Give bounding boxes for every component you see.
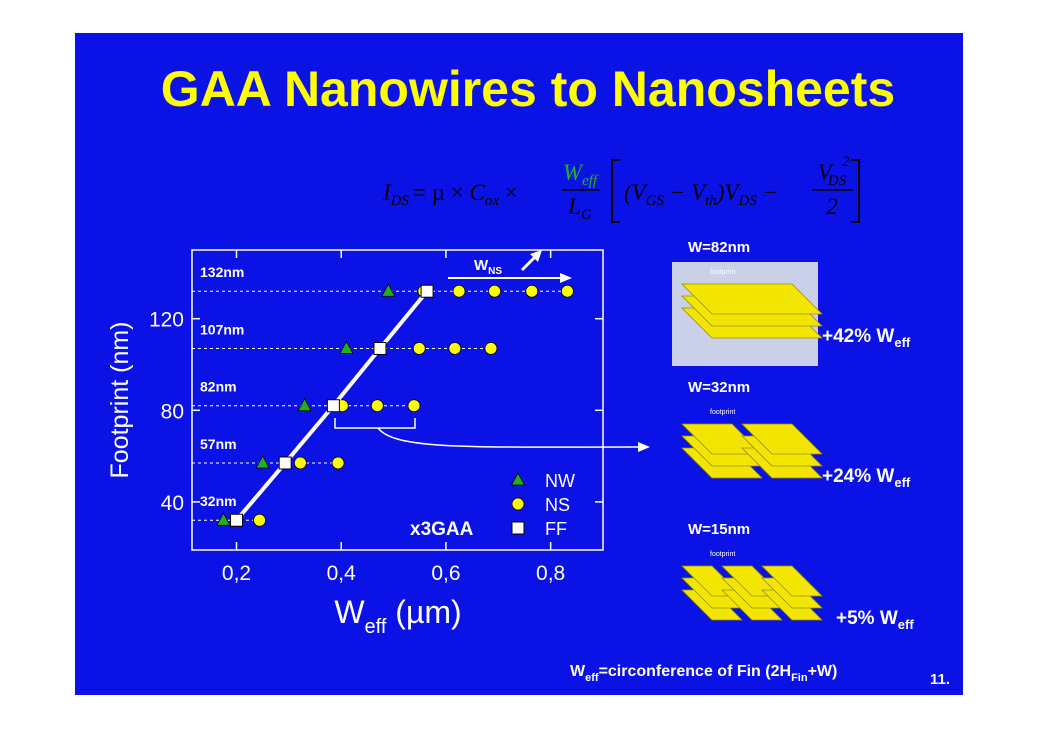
arrow-label: WNS bbox=[474, 257, 502, 277]
marker bbox=[412, 342, 426, 355]
panel-label: W=15nm bbox=[688, 521, 750, 538]
eq-numerator: Weff bbox=[563, 160, 599, 189]
row-label: 57nm bbox=[200, 436, 237, 452]
page-number: 11. bbox=[930, 671, 950, 688]
marker bbox=[216, 512, 231, 526]
sheet bbox=[761, 565, 823, 597]
marker bbox=[448, 342, 462, 355]
row-label: 82nm bbox=[200, 379, 237, 395]
title: GAA Nanowires to Nanosheets bbox=[161, 61, 895, 117]
marker bbox=[560, 284, 574, 298]
legend-marker bbox=[510, 472, 526, 486]
marker bbox=[293, 456, 307, 470]
marker bbox=[370, 399, 384, 413]
y-tick-label: 120 bbox=[149, 309, 184, 332]
note: x3GAA bbox=[410, 519, 474, 540]
footprint-label: footprint bbox=[710, 551, 735, 558]
gain-label: +24% Weff bbox=[822, 466, 911, 490]
row-label: 32nm bbox=[200, 493, 237, 509]
gain-text: +24% W bbox=[822, 466, 894, 487]
legend-label: FF bbox=[545, 519, 567, 539]
marker bbox=[326, 399, 340, 413]
eq-superscript: 2 bbox=[842, 154, 850, 170]
marker bbox=[488, 284, 502, 298]
gain-text: +5% W bbox=[836, 608, 898, 629]
legend-label: NW bbox=[545, 471, 575, 491]
marker bbox=[331, 456, 345, 470]
marker bbox=[255, 455, 270, 469]
plot-frame bbox=[191, 249, 604, 551]
footprint-label: footprint bbox=[710, 269, 735, 276]
arrow-head bbox=[638, 442, 650, 452]
eq-part: (VGS − Vth)VDS − bbox=[624, 180, 778, 209]
x-tick-label: 0,2 bbox=[222, 562, 251, 585]
y-tick-label: 40 bbox=[161, 492, 184, 515]
x-tick-label: 0,6 bbox=[431, 562, 460, 585]
arrow bbox=[520, 254, 538, 272]
gain-sub: eff bbox=[894, 475, 911, 490]
eq-numerator: VDS bbox=[818, 160, 847, 189]
gain-text: +42% W bbox=[822, 326, 894, 347]
marker bbox=[297, 397, 312, 412]
panel-label: W=32nm bbox=[688, 379, 750, 396]
x-tick-label: 0,8 bbox=[536, 562, 565, 585]
legend-label: NS bbox=[545, 495, 570, 515]
eq-part: IDS = µ × Cox × bbox=[382, 180, 518, 209]
marker bbox=[381, 283, 396, 297]
marker bbox=[253, 513, 266, 527]
x-tick-label: 0,4 bbox=[327, 562, 357, 585]
bracket bbox=[851, 159, 860, 223]
marker bbox=[452, 284, 466, 298]
marker bbox=[407, 399, 421, 413]
marker bbox=[278, 456, 292, 470]
legend-marker bbox=[511, 497, 525, 511]
eq-denominator: LG bbox=[567, 194, 592, 223]
sheet bbox=[741, 423, 823, 455]
legend-marker bbox=[511, 521, 525, 535]
slide-background bbox=[75, 33, 963, 695]
marker bbox=[525, 284, 539, 298]
x-axis-label: Weff (µm) bbox=[334, 594, 461, 638]
panel-label: W=82nm bbox=[688, 239, 750, 256]
gain-sub: eff bbox=[898, 617, 915, 632]
y-axis-label: Footprint (nm) bbox=[106, 322, 134, 479]
sheet bbox=[681, 283, 823, 315]
gain-label: +5% Weff bbox=[836, 608, 914, 632]
wns-arrow: WNS bbox=[448, 250, 572, 283]
marker bbox=[420, 284, 434, 298]
gain-sub: eff bbox=[894, 335, 911, 350]
eq-denominator: 2 bbox=[826, 194, 838, 219]
bracket bbox=[611, 159, 620, 223]
footer: Weff=circonference of Fin (2HFin+W) bbox=[570, 663, 837, 684]
gain-label: +42% Weff bbox=[822, 326, 911, 350]
callout-line bbox=[334, 418, 641, 448]
equation: IDS = µ × Cox × Weff LG (VGS − Vth)VDS − … bbox=[382, 154, 860, 223]
y-tick-label: 80 bbox=[161, 400, 184, 423]
marker bbox=[339, 340, 354, 354]
arrow-head bbox=[560, 273, 572, 283]
row-label: 132nm bbox=[200, 264, 244, 280]
row-label: 107nm bbox=[200, 321, 244, 337]
marker bbox=[373, 341, 387, 355]
marker bbox=[230, 513, 244, 527]
footprint-label: footprint bbox=[710, 409, 735, 416]
marker bbox=[484, 342, 498, 355]
arrow-head bbox=[530, 250, 542, 262]
